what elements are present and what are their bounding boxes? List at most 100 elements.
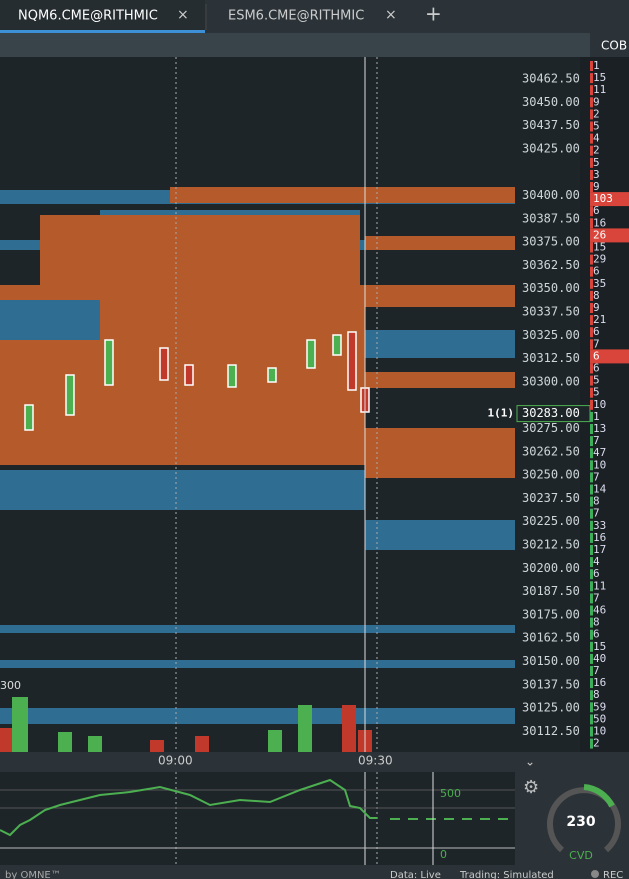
ladder-bar (590, 738, 593, 749)
tab-close[interactable]: × (177, 7, 189, 23)
ladder-value: 8 (593, 289, 600, 302)
ladder-bar (590, 605, 593, 616)
ladder-value: 2 (593, 737, 600, 750)
ladder-value: 5 (593, 120, 600, 133)
panel-tab[interactable] (590, 33, 629, 57)
ladder-value: 16 (593, 676, 606, 689)
ladder-bar (590, 666, 593, 676)
cvd-scale: 500 (440, 787, 461, 800)
ladder-bar (590, 484, 593, 495)
footer (0, 865, 629, 879)
ladder-value: 14 (593, 483, 607, 496)
ladder-bar (590, 557, 593, 568)
ladder-value: 33 (593, 519, 606, 532)
price-label: 30425.00 (522, 141, 580, 155)
ladder-bar (590, 460, 593, 471)
ladder-bar (590, 339, 593, 350)
ladder-value: 9 (593, 180, 600, 193)
settings-icon[interactable]: ⚙ (523, 777, 539, 798)
ladder-value: 21 (593, 313, 606, 326)
ladder-value: 8 (593, 495, 600, 508)
heatmap (0, 187, 515, 724)
ladder-bar (590, 169, 593, 180)
ladder-bar (590, 242, 593, 253)
tab-label[interactable]: NQM6.CME@RITHMIC (18, 9, 158, 24)
ladder-value: 26 (593, 228, 606, 241)
price-label: 30462.50 (522, 72, 580, 86)
ladder-value: 6 (593, 362, 600, 375)
current-price: 30283.00 (522, 406, 580, 420)
ladder-value: 6 (593, 204, 600, 217)
price-label: 30150.00 (522, 654, 580, 668)
ladder-value: 1 (593, 410, 600, 423)
ladder-value: 15 (593, 71, 606, 84)
ladder-bar (590, 653, 593, 664)
price-label: 30112.50 (522, 724, 580, 738)
ladder-bar (590, 678, 593, 689)
ladder-value: 29 (593, 253, 606, 266)
ladder-bar (590, 424, 593, 434)
ladder-value: 6 (593, 265, 600, 278)
price-label: 30400.00 (522, 188, 580, 202)
ladder-bar (590, 85, 593, 96)
add-tab[interactable]: + (425, 2, 442, 26)
ladder-bar (590, 157, 593, 168)
price-label: 30312.50 (522, 351, 580, 365)
time-label: 09:30 (358, 754, 393, 768)
tab-underline (0, 30, 205, 33)
collapse-icon[interactable]: ⌄ (525, 755, 535, 769)
ladder-bar (590, 133, 593, 144)
ladder-value: 7 (593, 434, 600, 447)
ladder-value: 9 (593, 95, 600, 108)
ladder-value: 46 (593, 604, 606, 617)
ladder-value: 35 (593, 277, 606, 290)
price-label: 30337.50 (522, 305, 580, 319)
price-label: 30250.00 (522, 468, 580, 482)
ladder-value: 4 (593, 555, 600, 568)
price-label: 30350.00 (522, 281, 580, 295)
price-axis (515, 57, 590, 752)
ladder-bar (590, 714, 593, 725)
ladder-bar (590, 97, 593, 108)
ladder-bar (590, 436, 593, 447)
tab-label[interactable]: ESM6.CME@RITHMIC (228, 9, 364, 24)
footer-brand: by OMNE™ (5, 870, 61, 879)
ladder-value: 3 (593, 168, 600, 181)
ladder-bar (590, 508, 593, 519)
ladder-bar (590, 545, 593, 555)
ladder-value: 7 (593, 664, 600, 677)
ladder-bar (590, 254, 593, 265)
ladder-bar (590, 109, 593, 120)
ladder-value: 103 (593, 192, 613, 205)
ladder-value: 11 (593, 83, 606, 96)
price-label: 30325.00 (522, 328, 580, 342)
cvd-scale: 0 (440, 848, 447, 861)
gauge-label: CVD (569, 849, 593, 862)
price-label: 30162.50 (522, 631, 580, 645)
price-label: 30375.00 (522, 235, 580, 249)
gauge-fill (583, 784, 615, 808)
ladder-bar (590, 375, 593, 386)
active-tab[interactable] (0, 0, 205, 33)
gauge-track (547, 787, 621, 853)
toolbar (0, 33, 629, 57)
ladder-bar (590, 327, 593, 338)
price-label: 30225.00 (522, 514, 580, 528)
ladder-value: 6 (593, 349, 600, 362)
ladder-value: 7 (593, 591, 600, 604)
ladder-bar (590, 702, 593, 713)
rec-dot[interactable] (591, 870, 599, 878)
ladder-bar (590, 266, 593, 277)
ladder (580, 57, 629, 752)
ladder-value: 15 (593, 640, 606, 653)
footer-rec[interactable]: REC (603, 870, 623, 879)
ladder-bar (590, 399, 593, 410)
ladder-bar (590, 121, 593, 132)
panel-header[interactable]: COB (601, 39, 627, 53)
price-label: 30137.50 (522, 677, 580, 691)
ladder-value: 47 (593, 446, 606, 459)
ladder-bar (590, 520, 593, 531)
ladder-value: 10 (593, 725, 606, 738)
tab-close[interactable]: × (385, 7, 397, 23)
